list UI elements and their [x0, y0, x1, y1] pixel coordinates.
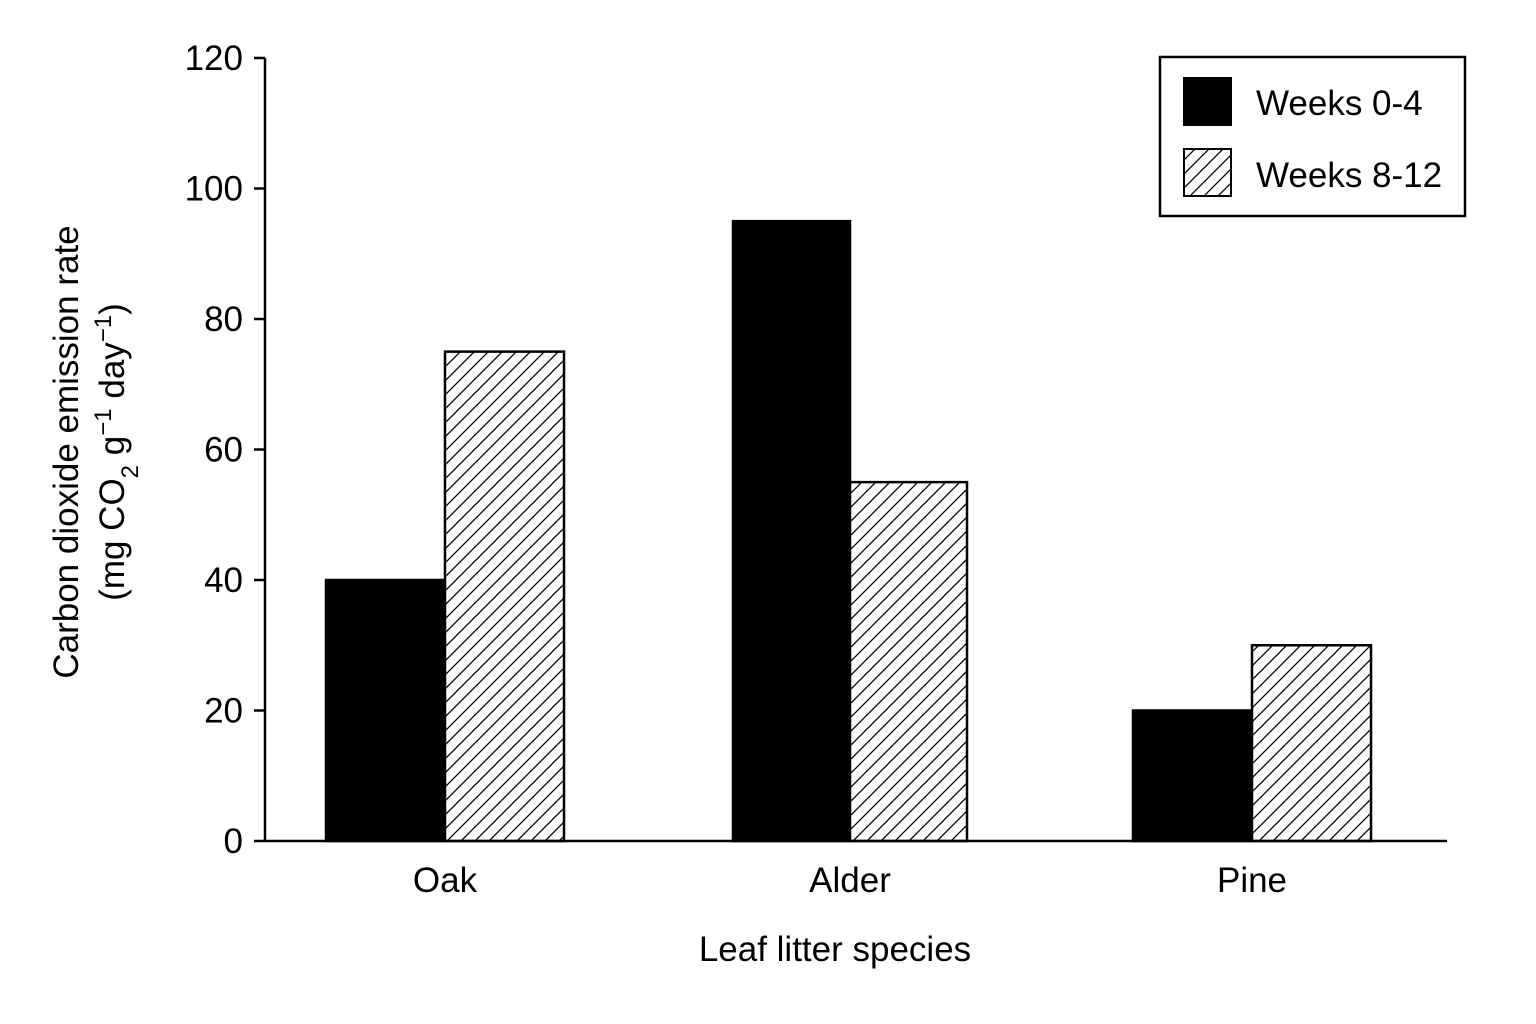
bars: [324, 219, 1373, 843]
legend-swatch-weeks-0-4: [1183, 77, 1232, 126]
y-tick-label: 0: [224, 822, 243, 861]
y-axis-title-line1: Carbon dioxide emission rate: [47, 225, 86, 678]
y-tick-label: 60: [204, 431, 243, 470]
x-tick-label-alder: Alder: [809, 861, 891, 900]
bar-alder-weeks-0-4: [731, 219, 852, 843]
legend-label-weeks-8-12: Weeks 8-12: [1256, 156, 1442, 195]
x-tick-label-pine: Pine: [1217, 861, 1287, 900]
legend: Weeks 0-4 Weeks 8-12: [1158, 55, 1467, 218]
x-axis-title: Leaf litter species: [699, 930, 971, 969]
bar-pine-weeks-0-4: [1131, 709, 1254, 843]
x-tick-label-oak: Oak: [413, 861, 478, 900]
y-axis-title: Carbon dioxide emission rate (mg CO2 g−1…: [47, 225, 144, 678]
legend-label-weeks-0-4: Weeks 0-4: [1256, 84, 1423, 123]
bar-alder-weeks-8-12: [848, 480, 969, 843]
y-axis-ticks: 0 20 40 60 80 100 120: [185, 39, 265, 861]
legend-swatch-weeks-8-12: [1183, 148, 1232, 197]
bar-pine-weeks-8-12: [1250, 644, 1373, 843]
x-axis-ticks: Oak Alder Pine: [413, 861, 1287, 900]
bar-oak-weeks-0-4: [324, 578, 447, 843]
y-tick-label: 120: [185, 39, 243, 78]
y-tick-label: 80: [204, 300, 243, 339]
bar-oak-weeks-8-12: [443, 350, 566, 843]
y-tick-label: 100: [185, 170, 243, 209]
y-tick-label: 40: [204, 561, 243, 600]
y-axis-title-line2: (mg CO2 g−1 day−1): [90, 303, 144, 601]
y-tick-label: 20: [204, 692, 243, 731]
